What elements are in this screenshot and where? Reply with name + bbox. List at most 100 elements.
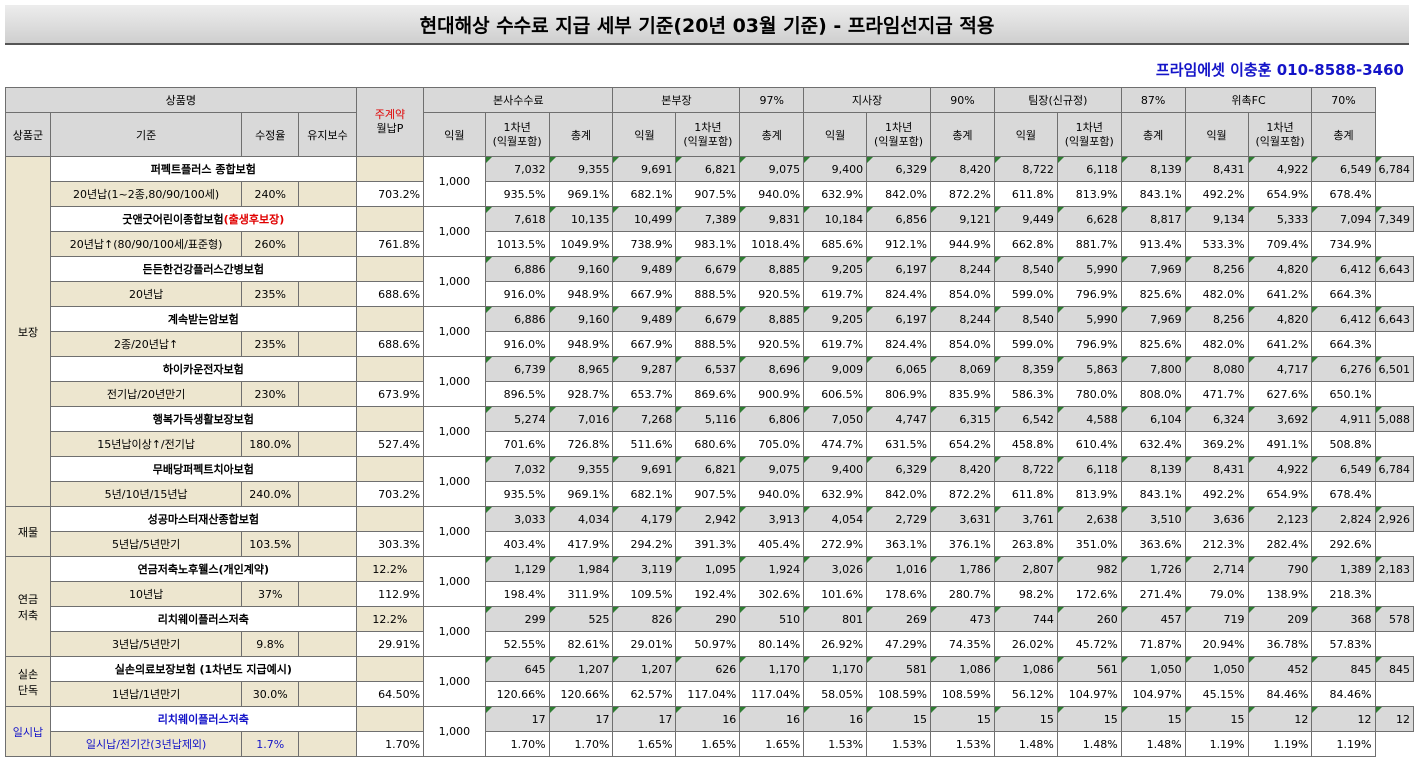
correction-rate: 30.0% <box>241 681 300 707</box>
commission-amount: 6,104 <box>1120 406 1186 432</box>
commission-amount: 269 <box>866 606 932 632</box>
commission-amount: 2,638 <box>1056 506 1122 532</box>
commission-amount: 9,160 <box>548 256 614 282</box>
commission-percent: 842.0% <box>866 181 932 207</box>
commission-amount: 1,095 <box>675 556 741 582</box>
commission-amount: 9,205 <box>803 306 868 332</box>
commission-amount: 581 <box>866 656 932 682</box>
commission-percent: 104.97% <box>1056 681 1122 707</box>
commission-percent: 482.0% <box>1184 331 1249 357</box>
group-label: 실손 단독 <box>5 656 51 707</box>
maintenance-value: 12.2% <box>355 606 425 632</box>
commission-percent: 302.6% <box>739 581 805 607</box>
commission-percent: 872.2% <box>930 181 995 207</box>
commission-amount: 1,016 <box>866 556 932 582</box>
commission-percent: 627.6% <box>1247 381 1313 407</box>
commission-amount: 8,722 <box>993 156 1058 182</box>
commission-amount: 2,926 <box>1374 506 1414 532</box>
commission-percent: 734.9% <box>1311 231 1376 257</box>
header-group: 상품군 <box>5 112 51 157</box>
commission-percent: 45.72% <box>1056 631 1122 657</box>
commission-amount: 2,807 <box>993 556 1058 582</box>
commission-percent: 907.5% <box>675 181 741 207</box>
commission-percent: 29.91% <box>355 631 425 657</box>
product-name: 든든한건강플러스간병보험 <box>49 256 357 282</box>
product-name-text: 무배당퍼펙트치아보험 <box>152 463 254 476</box>
maintenance-value <box>298 681 357 707</box>
commission-percent: 586.3% <box>993 381 1058 407</box>
commission-percent: 854.0% <box>930 281 995 307</box>
table-row: 실손 단독 실손의료보장보험 (1차년도 지급예시) 1,000 645 1,207 1,2… <box>5 656 1414 707</box>
commission-percent: 896.5% <box>484 381 550 407</box>
commission-percent: 940.0% <box>739 181 805 207</box>
commission-amount: 9,075 <box>739 456 805 482</box>
commission-percent: 854.0% <box>930 331 995 357</box>
table-row: 1년납/1년만기 30.0% 64.50% 120.66% 120.66% 62.57% 1… <box>6 681 1414 707</box>
header-sub-first-year: 1차년 (익월포함) <box>1247 112 1313 157</box>
header-tier-4: 위촉FC <box>1184 87 1313 113</box>
commission-percent: 806.9% <box>866 381 932 407</box>
commission-amount: 15 <box>930 706 995 732</box>
commission-amount: 9,400 <box>803 156 868 182</box>
header-tier-2-pct: 90% <box>930 87 995 113</box>
commission-amount: 8,139 <box>1120 456 1186 482</box>
header-sub-first-year-a: 1차년 <box>503 120 531 134</box>
commission-percent: 1.65% <box>675 731 741 757</box>
commission-amount: 3,761 <box>993 506 1058 532</box>
commission-amount: 4,054 <box>803 506 868 532</box>
commission-percent: 654.2% <box>930 431 995 457</box>
commission-amount: 6,412 <box>1311 256 1376 282</box>
commission-percent: 599.0% <box>993 281 1058 307</box>
commission-percent: 74.35% <box>930 631 995 657</box>
commission-amount: 1,924 <box>739 556 805 582</box>
commission-percent: 527.4% <box>355 431 425 457</box>
commission-percent: 45.15% <box>1184 681 1249 707</box>
header-sub-total: 총계 <box>930 112 995 157</box>
commission-percent: 824.4% <box>866 281 932 307</box>
commission-percent: 944.9% <box>930 231 995 257</box>
commission-amount: 8,965 <box>548 356 614 382</box>
commission-percent: 619.7% <box>803 331 868 357</box>
commission-amount: 15 <box>1184 706 1249 732</box>
commission-amount: 7,016 <box>548 406 614 432</box>
commission-amount: 4,820 <box>1247 256 1313 282</box>
commission-percent: 280.7% <box>930 581 995 607</box>
commission-amount: 645 <box>484 656 550 682</box>
commission-percent: 84.46% <box>1311 681 1376 707</box>
commission-amount: 6,549 <box>1311 156 1376 182</box>
maintenance-value <box>298 231 357 257</box>
commission-amount: 8,540 <box>993 306 1058 332</box>
commission-percent: 363.1% <box>866 531 932 557</box>
commission-amount: 1,050 <box>1120 656 1186 682</box>
header-sub-total: 총계 <box>739 112 805 157</box>
product-name: 퍼펙트플러스 종합보험 <box>49 156 357 182</box>
commission-percent: 888.5% <box>675 331 741 357</box>
commission-amount: 6,821 <box>675 156 741 182</box>
product-name: 굿앤굿어린이종합보험(출생후보장) <box>49 206 357 232</box>
table-row: 일시납/전기간(3년납제외) 1.7% 1.70% 1.70% 1.70% 1.65% 1.… <box>6 731 1414 757</box>
maintenance-value <box>355 206 425 232</box>
table-row: 전기납/20년만기 230% 673.9% 896.5% 928.7% 653.7% 869… <box>6 381 1414 407</box>
header-sub-first-year-a: 1차년 <box>694 120 722 134</box>
table-row: 굿앤굿어린이종합보험(출생후보장) 1,000 7,618 10,135 10,499 7… <box>6 206 1414 257</box>
commission-amount: 457 <box>1120 606 1186 632</box>
commission-percent: 709.4% <box>1247 231 1313 257</box>
commission-percent: 178.6% <box>866 581 932 607</box>
header-sub-first-year-a: 1차년 <box>1266 120 1294 134</box>
commission-amount: 5,863 <box>1056 356 1122 382</box>
commission-percent: 47.29% <box>866 631 932 657</box>
monthly-premium: 1,000 <box>423 156 486 207</box>
commission-percent: 294.2% <box>612 531 677 557</box>
commission-amount: 8,256 <box>1184 306 1249 332</box>
commission-percent: 218.3% <box>1311 581 1376 607</box>
commission-percent: 82.61% <box>548 631 614 657</box>
product-name-suffix: (출생후보장) <box>223 213 285 226</box>
commission-percent: 667.9% <box>612 281 677 307</box>
table-row: 20년납(1~2종,80/90/100세) 240% 703.2% 935.5% 969… <box>6 181 1414 207</box>
maintenance-value <box>298 531 357 557</box>
commission-percent: 983.1% <box>675 231 741 257</box>
header-sub-total: 총계 <box>1120 112 1186 157</box>
header-basis: 기준 <box>49 112 243 157</box>
commission-percent: 606.5% <box>803 381 868 407</box>
header-correction: 수정율 <box>241 112 300 157</box>
